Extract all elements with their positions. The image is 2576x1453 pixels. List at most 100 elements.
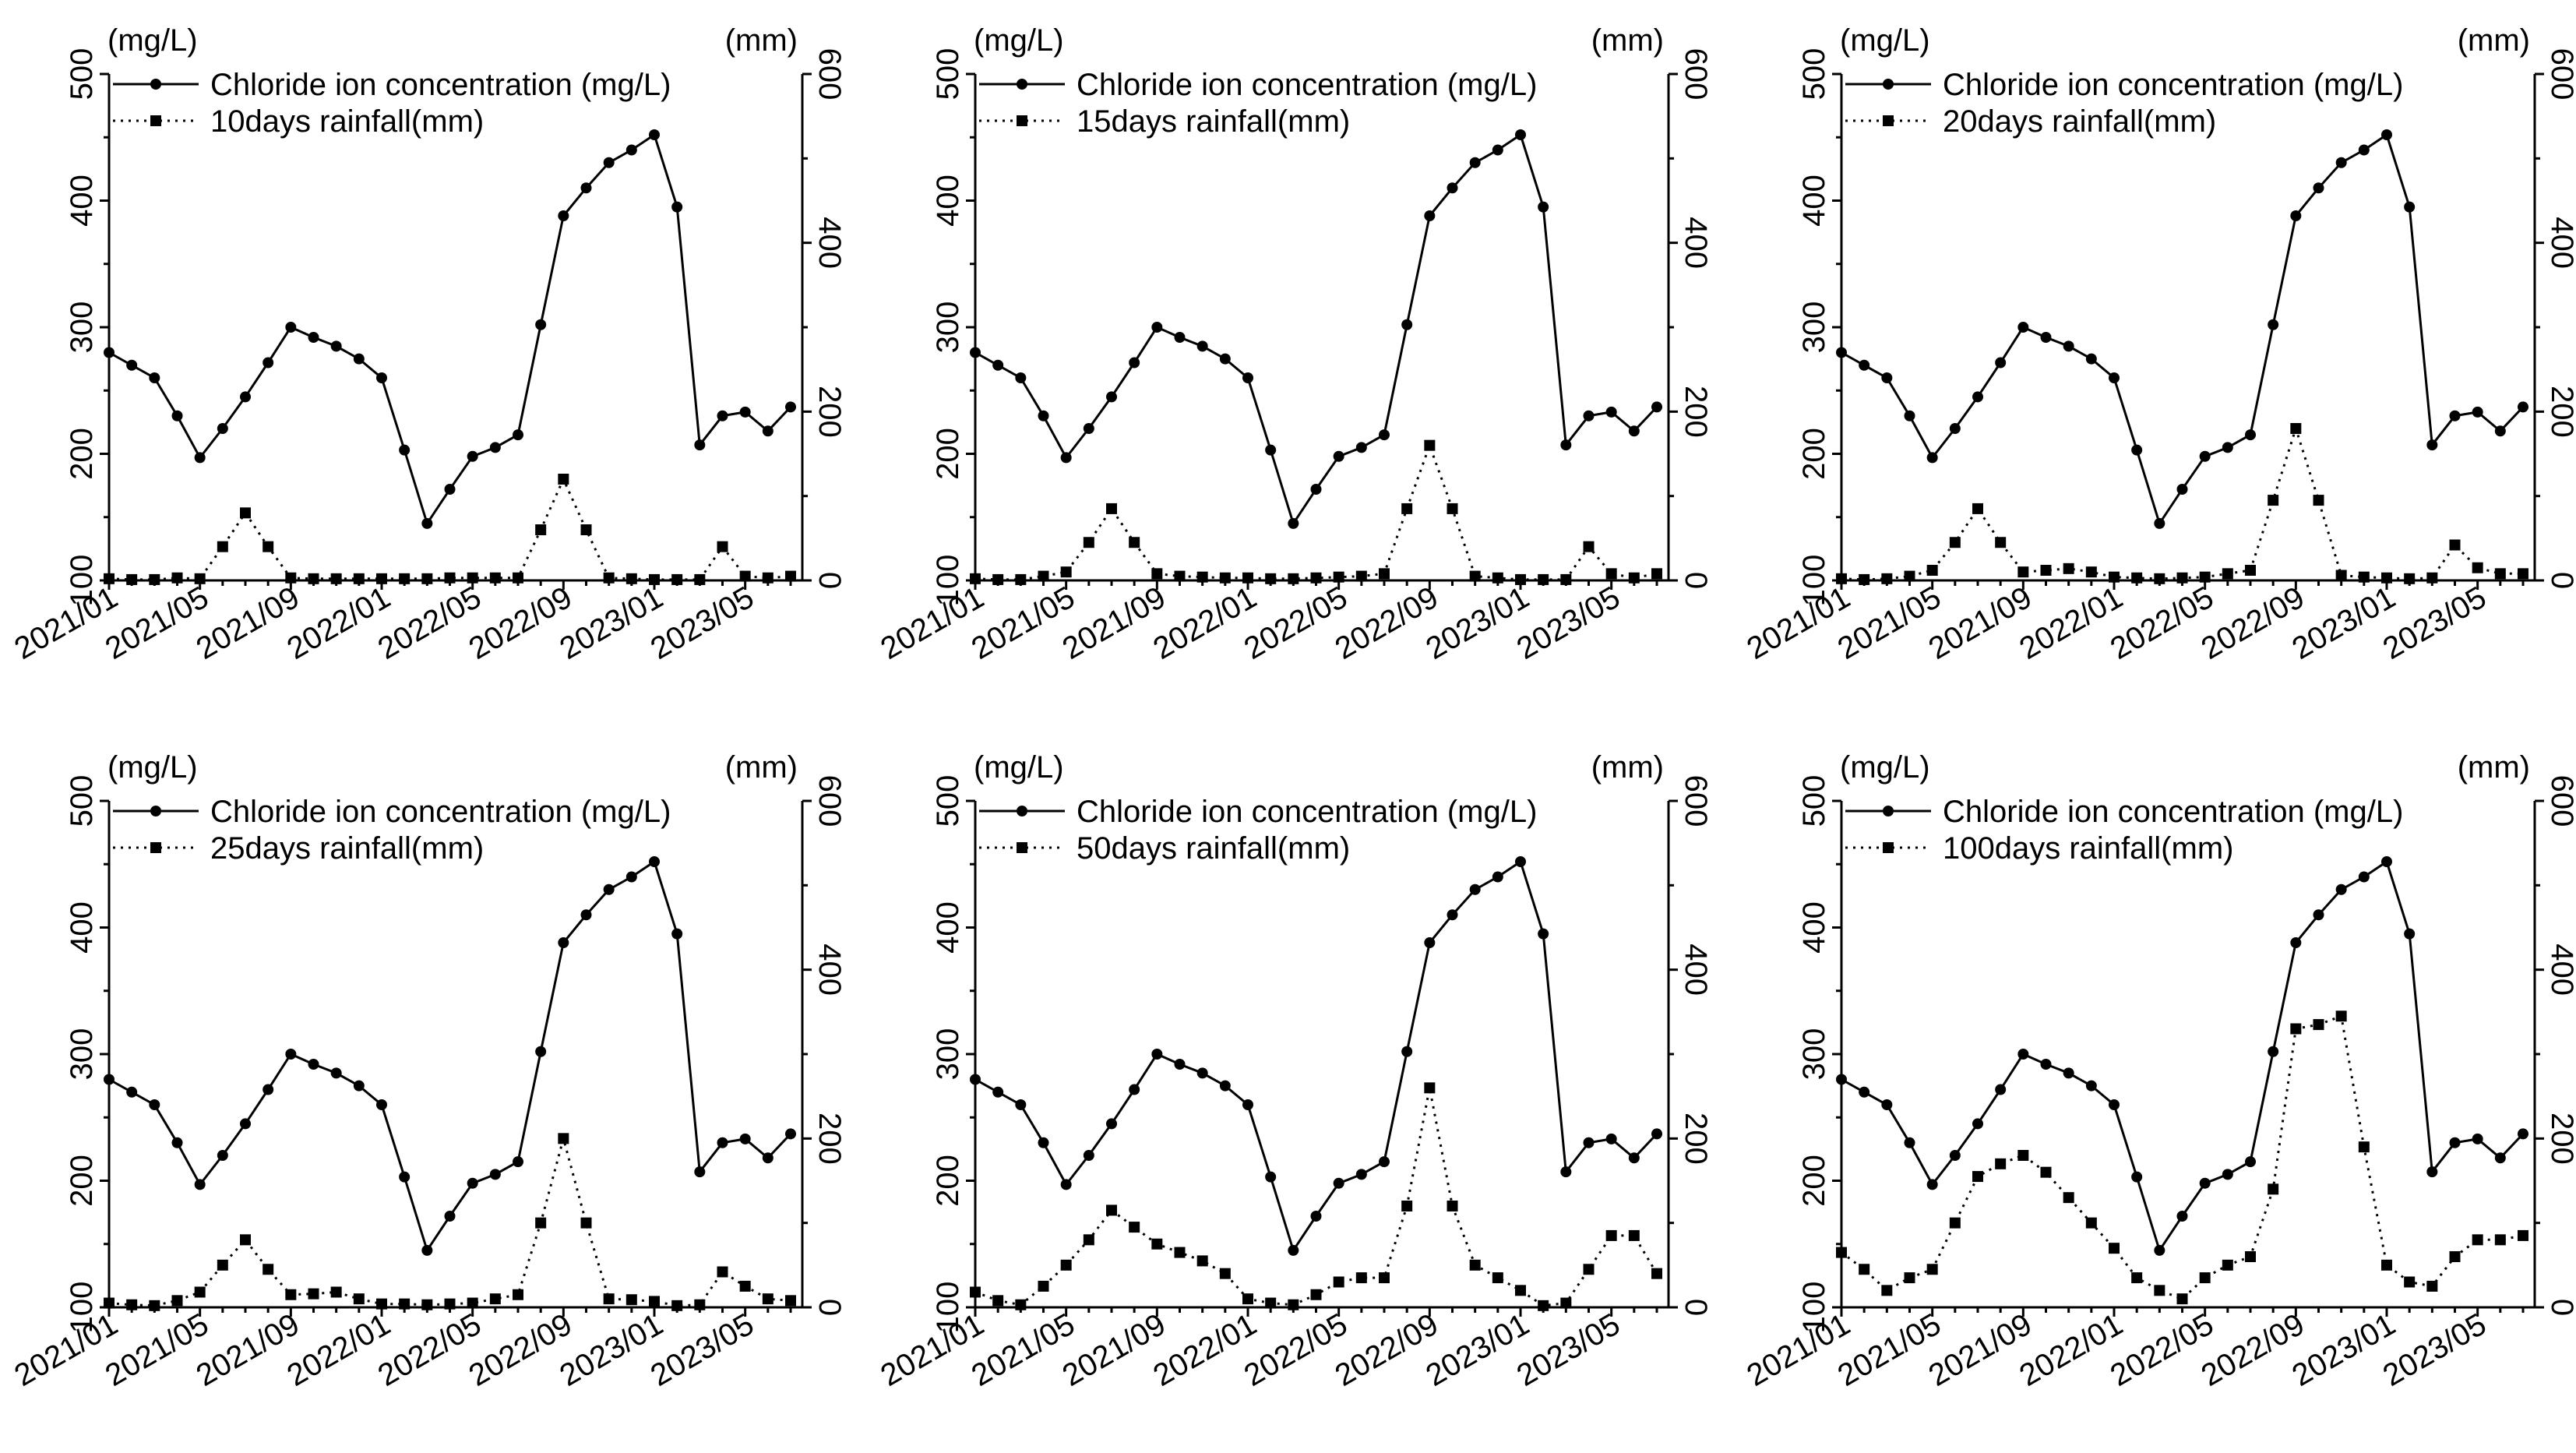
chloride-point (513, 1156, 523, 1168)
rainfall-point (444, 572, 456, 584)
chloride-point (762, 425, 774, 437)
rainfall-point (1219, 572, 1231, 584)
right-tick-label: 600 (812, 775, 847, 827)
left-tick-label: 200 (1797, 1155, 1831, 1207)
rainfall-series-line (974, 1088, 1658, 1307)
rainfall-point (2222, 568, 2233, 580)
rainfall-point (2494, 568, 2506, 580)
chloride-point (970, 1074, 981, 1085)
x-tick-label: 2022/01 (281, 580, 396, 666)
x-tick-label: 2023/05 (645, 1307, 759, 1393)
x-tick-label: 2022/05 (2105, 580, 2219, 666)
chloride-point (467, 1177, 478, 1189)
rainfall-point (1583, 1264, 1595, 1275)
rainfall-point (467, 1297, 478, 1309)
x-tick-label: 2021/09 (1923, 1307, 2038, 1393)
chloride-point (1881, 372, 1893, 383)
left-tick-label: 300 (931, 302, 965, 354)
x-tick-label: 2023/01 (1420, 1307, 1535, 1393)
chloride-point (2222, 1169, 2233, 1180)
legend-label: Chloride ion concentration (mg/L) (1943, 795, 2403, 829)
chart-panel-6: (mg/L) (mm) 100 200 300 400 500 0 200 400 600 2021/… (1741, 750, 2576, 1393)
rainfall-point (1060, 566, 1072, 578)
x-tick-label: 2021/05 (966, 580, 1080, 666)
x-tick-label: 2023/01 (1420, 580, 1535, 666)
chloride-point (992, 359, 1004, 371)
legend-label: 50days rainfall(mm) (1077, 831, 1350, 866)
chloride-point (558, 937, 569, 948)
right-tick-label: 200 (1679, 386, 1713, 438)
chloride-point (1038, 1137, 1049, 1148)
right-tick-label: 200 (2545, 1113, 2576, 1165)
rainfall-point (2040, 565, 2052, 576)
chloride-point (2063, 340, 2074, 352)
x-tick-label: 2022/09 (2196, 1307, 2310, 1393)
chloride-point (1995, 357, 2007, 369)
x-tick-label: 2023/05 (2377, 1307, 2492, 1393)
x-tick-label: 2023/05 (645, 580, 759, 666)
chloride-point (2040, 332, 2052, 343)
left-axis-unit: (mg/L) (1840, 23, 1930, 58)
rainfall-point (1106, 503, 1117, 514)
chloride-point (603, 157, 615, 168)
chloride-point (649, 856, 660, 867)
x-tick-label: 2023/05 (1511, 580, 1626, 666)
rainfall-point (1492, 572, 1503, 584)
chloride-point (1333, 1177, 1344, 1189)
rainfall-point (1355, 1272, 1367, 1284)
chloride-point (1904, 410, 1915, 421)
right-tick-label: 400 (1679, 943, 1713, 996)
left-tick-label: 100 (1797, 555, 1831, 607)
right-axis-unit: (mm) (2458, 750, 2530, 785)
rainfall-point (1651, 568, 1662, 580)
chloride-point (1106, 391, 1117, 403)
chloride-point (1219, 1080, 1231, 1092)
rainfall-point (785, 1295, 796, 1307)
rainfall-point (1424, 1082, 1436, 1094)
rainfall-point (1628, 572, 1640, 584)
rainfall-point (1355, 570, 1367, 582)
chloride-point (1219, 353, 1231, 365)
rainfall-point (1628, 1229, 1640, 1241)
chloride-point (104, 347, 115, 358)
left-tick-label: 300 (1797, 302, 1831, 354)
rainfall-point (2131, 572, 2143, 584)
rainfall-point (2404, 573, 2416, 584)
rainfall-point (1926, 1264, 1938, 1275)
rainfall-point (104, 1297, 115, 1309)
x-tick-label: 2022/01 (2014, 580, 2128, 666)
chloride-series-line (974, 132, 1658, 527)
right-tick-label: 400 (2545, 943, 2576, 996)
rainfall-point (2109, 571, 2120, 583)
rainfall-point (1995, 537, 2007, 548)
rainfall-point (263, 1264, 274, 1275)
right-tick-label: 200 (2545, 386, 2576, 438)
chloride-point (2335, 157, 2347, 168)
chloride-point (2313, 909, 2324, 921)
rainfall-point (785, 570, 796, 582)
chloride-point (739, 1133, 751, 1144)
chloride-point (1515, 129, 1526, 140)
rainfall-point (308, 573, 319, 584)
chloride-point (444, 1211, 456, 1222)
rainfall-point (2268, 1183, 2279, 1195)
legend-marker (1017, 806, 1027, 816)
chloride-point (1060, 452, 1072, 464)
chloride-point (671, 201, 683, 213)
legend-marker (1017, 842, 1027, 853)
chloride-point (1310, 484, 1322, 495)
chloride-point (1151, 1049, 1163, 1060)
rainfall-point (2381, 572, 2392, 584)
left-tick-label: 200 (931, 1155, 965, 1207)
rainfall-point (558, 474, 569, 485)
rainfall-point (2449, 539, 2461, 551)
chloride-point (694, 1166, 706, 1178)
rainfall-point (2518, 1229, 2528, 1241)
right-tick-label: 400 (1679, 217, 1713, 269)
left-tick-label: 400 (1797, 175, 1831, 227)
x-tick-label: 2022/05 (372, 1307, 487, 1393)
chloride-point (217, 423, 228, 434)
chloride-point (2290, 210, 2302, 221)
rainfall-point (2199, 1272, 2211, 1284)
chloride-point (1583, 410, 1595, 421)
